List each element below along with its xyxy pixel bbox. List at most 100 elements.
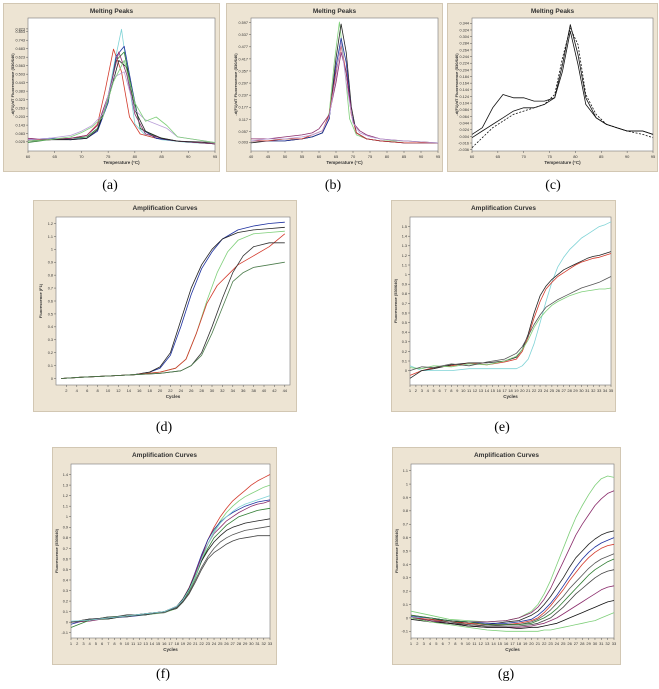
chart-g-xtick-label: 26 <box>567 641 572 646</box>
chart-b-ytick-label: 0.003 <box>238 141 248 145</box>
chart-g-xtick-label: 1 <box>410 641 413 646</box>
chart-d-xtick-label: 38 <box>251 388 256 393</box>
chart-f-title: Amplification Curves <box>132 452 197 459</box>
chart-g-xtick-label: 25 <box>561 641 566 646</box>
chart-e-xtick-label: 10 <box>461 388 466 393</box>
chart-e-xtick-label: 2 <box>415 388 418 393</box>
chart-f-ytick-label: -0.1 <box>61 631 68 635</box>
chart-f-ytick-label: 1.1 <box>63 505 68 509</box>
chart-g-xtick-label: 31 <box>599 641 604 646</box>
chart-g-xtick-label: 9 <box>461 641 464 646</box>
chart-a-xtick-label: 80 <box>133 154 138 159</box>
chart-g-xtick-label: 7 <box>448 641 451 646</box>
chart-f-xtick-label: 28 <box>237 641 242 646</box>
chart-a-title: Melting Peaks <box>90 8 134 15</box>
chart-b-xtick-label: 70 <box>351 154 356 159</box>
chart-f-xtick-label: 27 <box>230 641 235 646</box>
chart-d-ytick-label: 0 <box>51 377 53 381</box>
chart-b-xtick-label: 85 <box>402 154 407 159</box>
chart-a-ytick-label: 0.803 <box>15 30 25 34</box>
chart-d-ytick-label: 0.8 <box>48 274 53 278</box>
chart-g-ytick-label: 0 <box>406 616 408 620</box>
chart-e-xtick-label: 15 <box>491 388 496 393</box>
chart-a-xtick-label: 60 <box>26 154 31 159</box>
chart-f-ylabel: Fluorescence (530/640) <box>54 528 59 573</box>
chart-f-series-8-line <box>70 495 271 622</box>
chart-e-xtick-label: 13 <box>479 388 484 393</box>
chart-f-xtick-label: 4 <box>89 641 92 646</box>
chart-d-xtick-label: 26 <box>189 388 194 393</box>
chart-f-xtick-label: 32 <box>262 641 267 646</box>
chart-g-xtick-label: 14 <box>491 641 496 646</box>
chart-f-xtick-label: 25 <box>218 641 223 646</box>
chart-b-title: Melting Peaks <box>313 8 357 15</box>
chart-e-xtick-label: 20 <box>520 388 525 393</box>
chart-g-series-4-line <box>410 543 615 626</box>
chart-g-ytick-label: -0.1 <box>401 630 408 634</box>
chart-e-xtick-label: 30 <box>579 388 584 393</box>
chart-d-xtick-label: 34 <box>231 388 236 393</box>
chart-g-xtick-label: 8 <box>454 641 457 646</box>
chart-e-ytick-label: 0.8 <box>402 292 407 296</box>
chart-panel-d: Amplification Curves 2 4 6 8 10 12 14 16 18 20 22 24… <box>33 200 297 412</box>
chart-g-series-9-line <box>410 600 615 630</box>
chart-b-ytick-label: 0.057 <box>238 130 248 134</box>
chart-g-title: Amplification Curves <box>474 452 539 459</box>
chart-d-ytick-label: 0.4 <box>48 325 53 329</box>
chart-f-xtick-label: 29 <box>243 641 248 646</box>
chart-c-ylabel: -d(F1)/dT Fluorescence (530/640) <box>454 53 459 116</box>
chart-panel-e: Amplification Curves 1 2 3 4 5 6 7 8 9 10 11 12 13 14 1… <box>391 200 616 412</box>
chart-e-xtick-label: 17 <box>502 388 507 393</box>
chart-c-xtick-label: 95 <box>651 154 656 159</box>
chart-g-ytick-label: 0.9 <box>403 496 408 500</box>
chart-e-xtick-label: 24 <box>544 388 549 393</box>
chart-c-ytick-label: 0.104 <box>459 102 469 106</box>
chart-d-xtick-label: 24 <box>179 388 184 393</box>
chart-e-xtick-label: 12 <box>473 388 478 393</box>
chart-e-xtick-label: 35 <box>609 388 614 393</box>
chart-g-xtick-label: 19 <box>523 641 528 646</box>
chart-c-ytick-label: 0.344 <box>459 22 469 26</box>
chart-g-xtick-label: 3 <box>423 641 426 646</box>
chart-c-ytick-label: 0.264 <box>459 48 469 52</box>
chart-f-xtick-label: 33 <box>268 641 273 646</box>
chart-g-xtick-label: 30 <box>593 641 598 646</box>
chart-d-xtick-label: 6 <box>86 388 89 393</box>
chart-panel-f: Amplification Curves 1 2 3 4 5 6 7 8 9 10 11 12 13 14 1… <box>52 447 277 665</box>
chart-f-xtick-label: 15 <box>156 641 161 646</box>
caption-a: (a) <box>102 178 118 193</box>
chart-d-plot-area <box>55 216 291 386</box>
chart-c-ytick-label: 0.144 <box>459 88 469 92</box>
chart-b-xtick-label: 90 <box>419 154 424 159</box>
chart-b-xtick-label: 75 <box>368 154 373 159</box>
chart-d-xtick-label: 18 <box>147 388 152 393</box>
chart-c-xtick-label: 90 <box>625 154 630 159</box>
chart-c-ytick-label: 0.244 <box>459 55 469 59</box>
chart-g-series-10-line <box>410 612 615 632</box>
chart-e-xtick-label: 19 <box>514 388 519 393</box>
chart-g-xtick-label: 11 <box>472 641 477 646</box>
chart-d-xtick-label: 20 <box>158 388 163 393</box>
chart-c-ytick-label: 0.204 <box>459 68 469 72</box>
chart-a-ytick-label: 0.443 <box>15 81 25 85</box>
chart-f-xtick-label: 23 <box>206 641 211 646</box>
chart-c-xtick-label: 85 <box>599 154 604 159</box>
chart-e-ytick-label: 0.2 <box>402 350 407 354</box>
chart-a-ytick-label: 0.203 <box>15 115 25 119</box>
chart-g-xtick-label: 21 <box>536 641 541 646</box>
chart-f-xtick-label: 11 <box>131 641 136 646</box>
chart-a-ylabel: -d(F1)/dT Fluorescence (530/640) <box>10 53 15 116</box>
chart-g-xtick-label: 10 <box>466 641 471 646</box>
chart-e-xtick-label: 7 <box>444 388 447 393</box>
chart-e-ylabel: Fluorescence (530/640) <box>393 278 398 323</box>
chart-e-ytick-label: 0.1 <box>402 359 407 363</box>
chart-e-xlabel: Cycles <box>503 394 518 399</box>
chart-e-ytick-label: 1.5 <box>402 225 407 229</box>
chart-f-xtick-label: 18 <box>174 641 179 646</box>
chart-c-xtick-label: 65 <box>496 154 501 159</box>
chart-e-xtick-label: 9 <box>456 388 459 393</box>
chart-b-ytick-label: 0.357 <box>238 69 248 73</box>
chart-a-xtick-label: 75 <box>106 154 111 159</box>
